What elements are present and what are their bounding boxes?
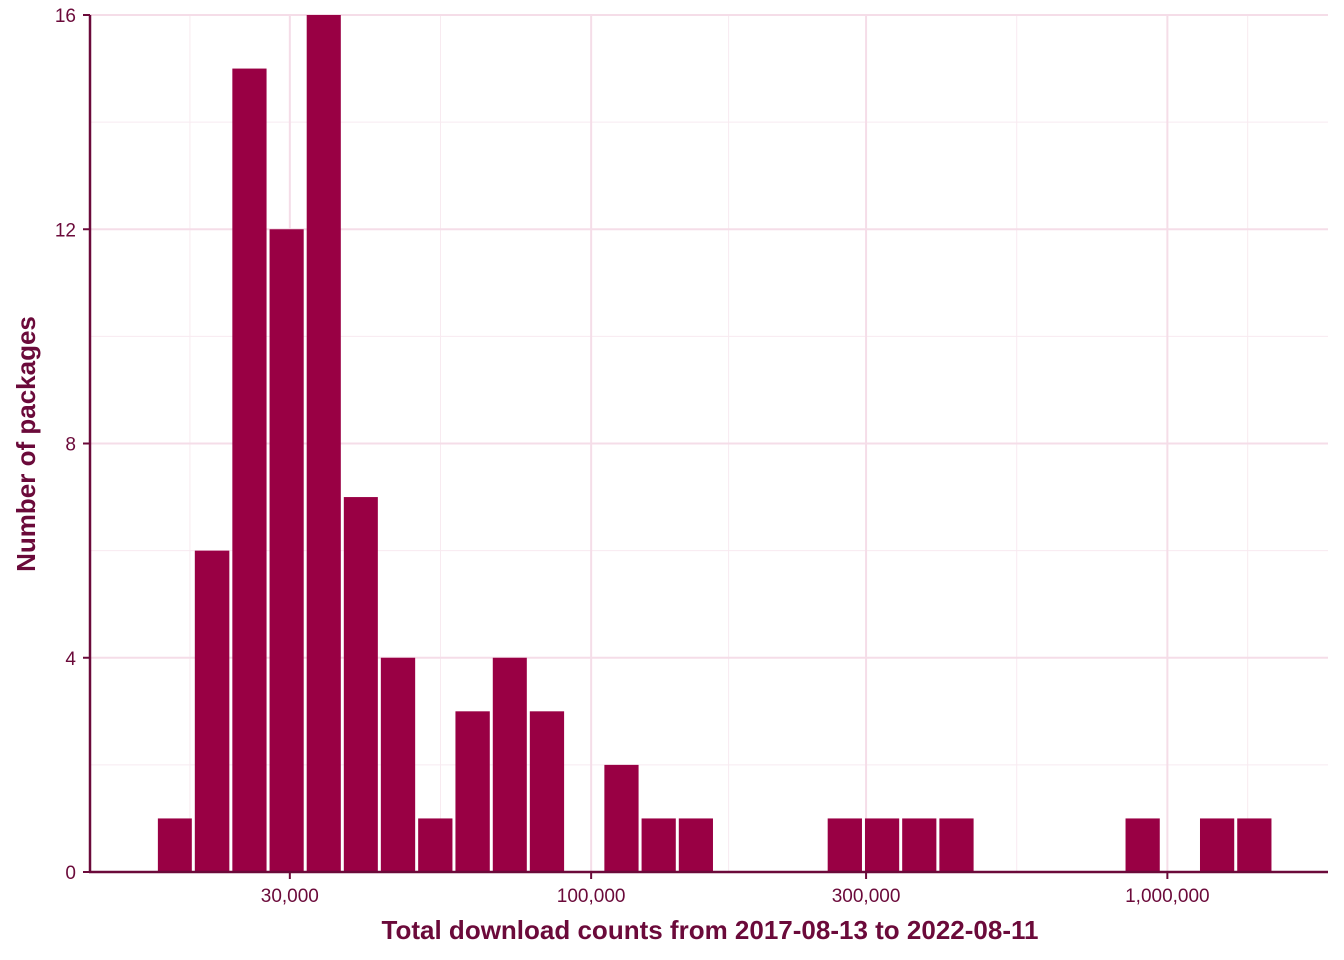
histogram-bar-3	[269, 229, 304, 872]
histogram-bar-28	[1199, 818, 1235, 872]
tick-labels: 30,000 100,000 300,000 1,000,000 0 4 8 12 16	[55, 6, 1210, 907]
y-tick-label-3: 12	[55, 220, 76, 241]
histogram-bar-10	[529, 711, 565, 872]
histogram-bar-0	[157, 818, 192, 872]
y-tick-label-0: 0	[65, 863, 76, 884]
histogram-bar-18	[827, 818, 862, 872]
histogram-bar-5	[343, 497, 378, 872]
y-axis-title: Number of packages	[11, 316, 41, 572]
histogram-bar-7	[418, 818, 453, 872]
histogram-bar-6	[380, 657, 416, 872]
histogram-bar-9	[492, 657, 527, 872]
y-tick-label-4: 16	[55, 6, 76, 27]
histogram-bar-4	[306, 15, 341, 872]
histogram-bar-29	[1237, 818, 1272, 872]
x-tick-label-1: 100,000	[557, 886, 626, 907]
histogram-bar-8	[455, 711, 490, 872]
y-tick-label-2: 8	[65, 435, 76, 456]
histogram-bar-12	[604, 764, 639, 872]
histogram-bar-20	[902, 818, 937, 872]
x-tick-label-0: 30,000	[261, 886, 319, 907]
x-axis-title: Total download counts from 2017-08-13 to…	[382, 915, 1039, 945]
histogram-bar-13	[641, 818, 676, 872]
histogram-bar-21	[939, 818, 974, 872]
histogram-bar-19	[864, 818, 900, 872]
histogram-bar-26	[1125, 818, 1160, 872]
y-tick-label-1: 4	[65, 649, 76, 670]
x-tick-label-2: 300,000	[832, 886, 901, 907]
histogram-bar-2	[232, 68, 267, 872]
x-tick-label-3: 1,000,000	[1125, 886, 1210, 907]
histogram-bars	[157, 15, 1272, 872]
histogram-bar-14	[678, 818, 713, 872]
histogram-bar-1	[194, 550, 230, 872]
